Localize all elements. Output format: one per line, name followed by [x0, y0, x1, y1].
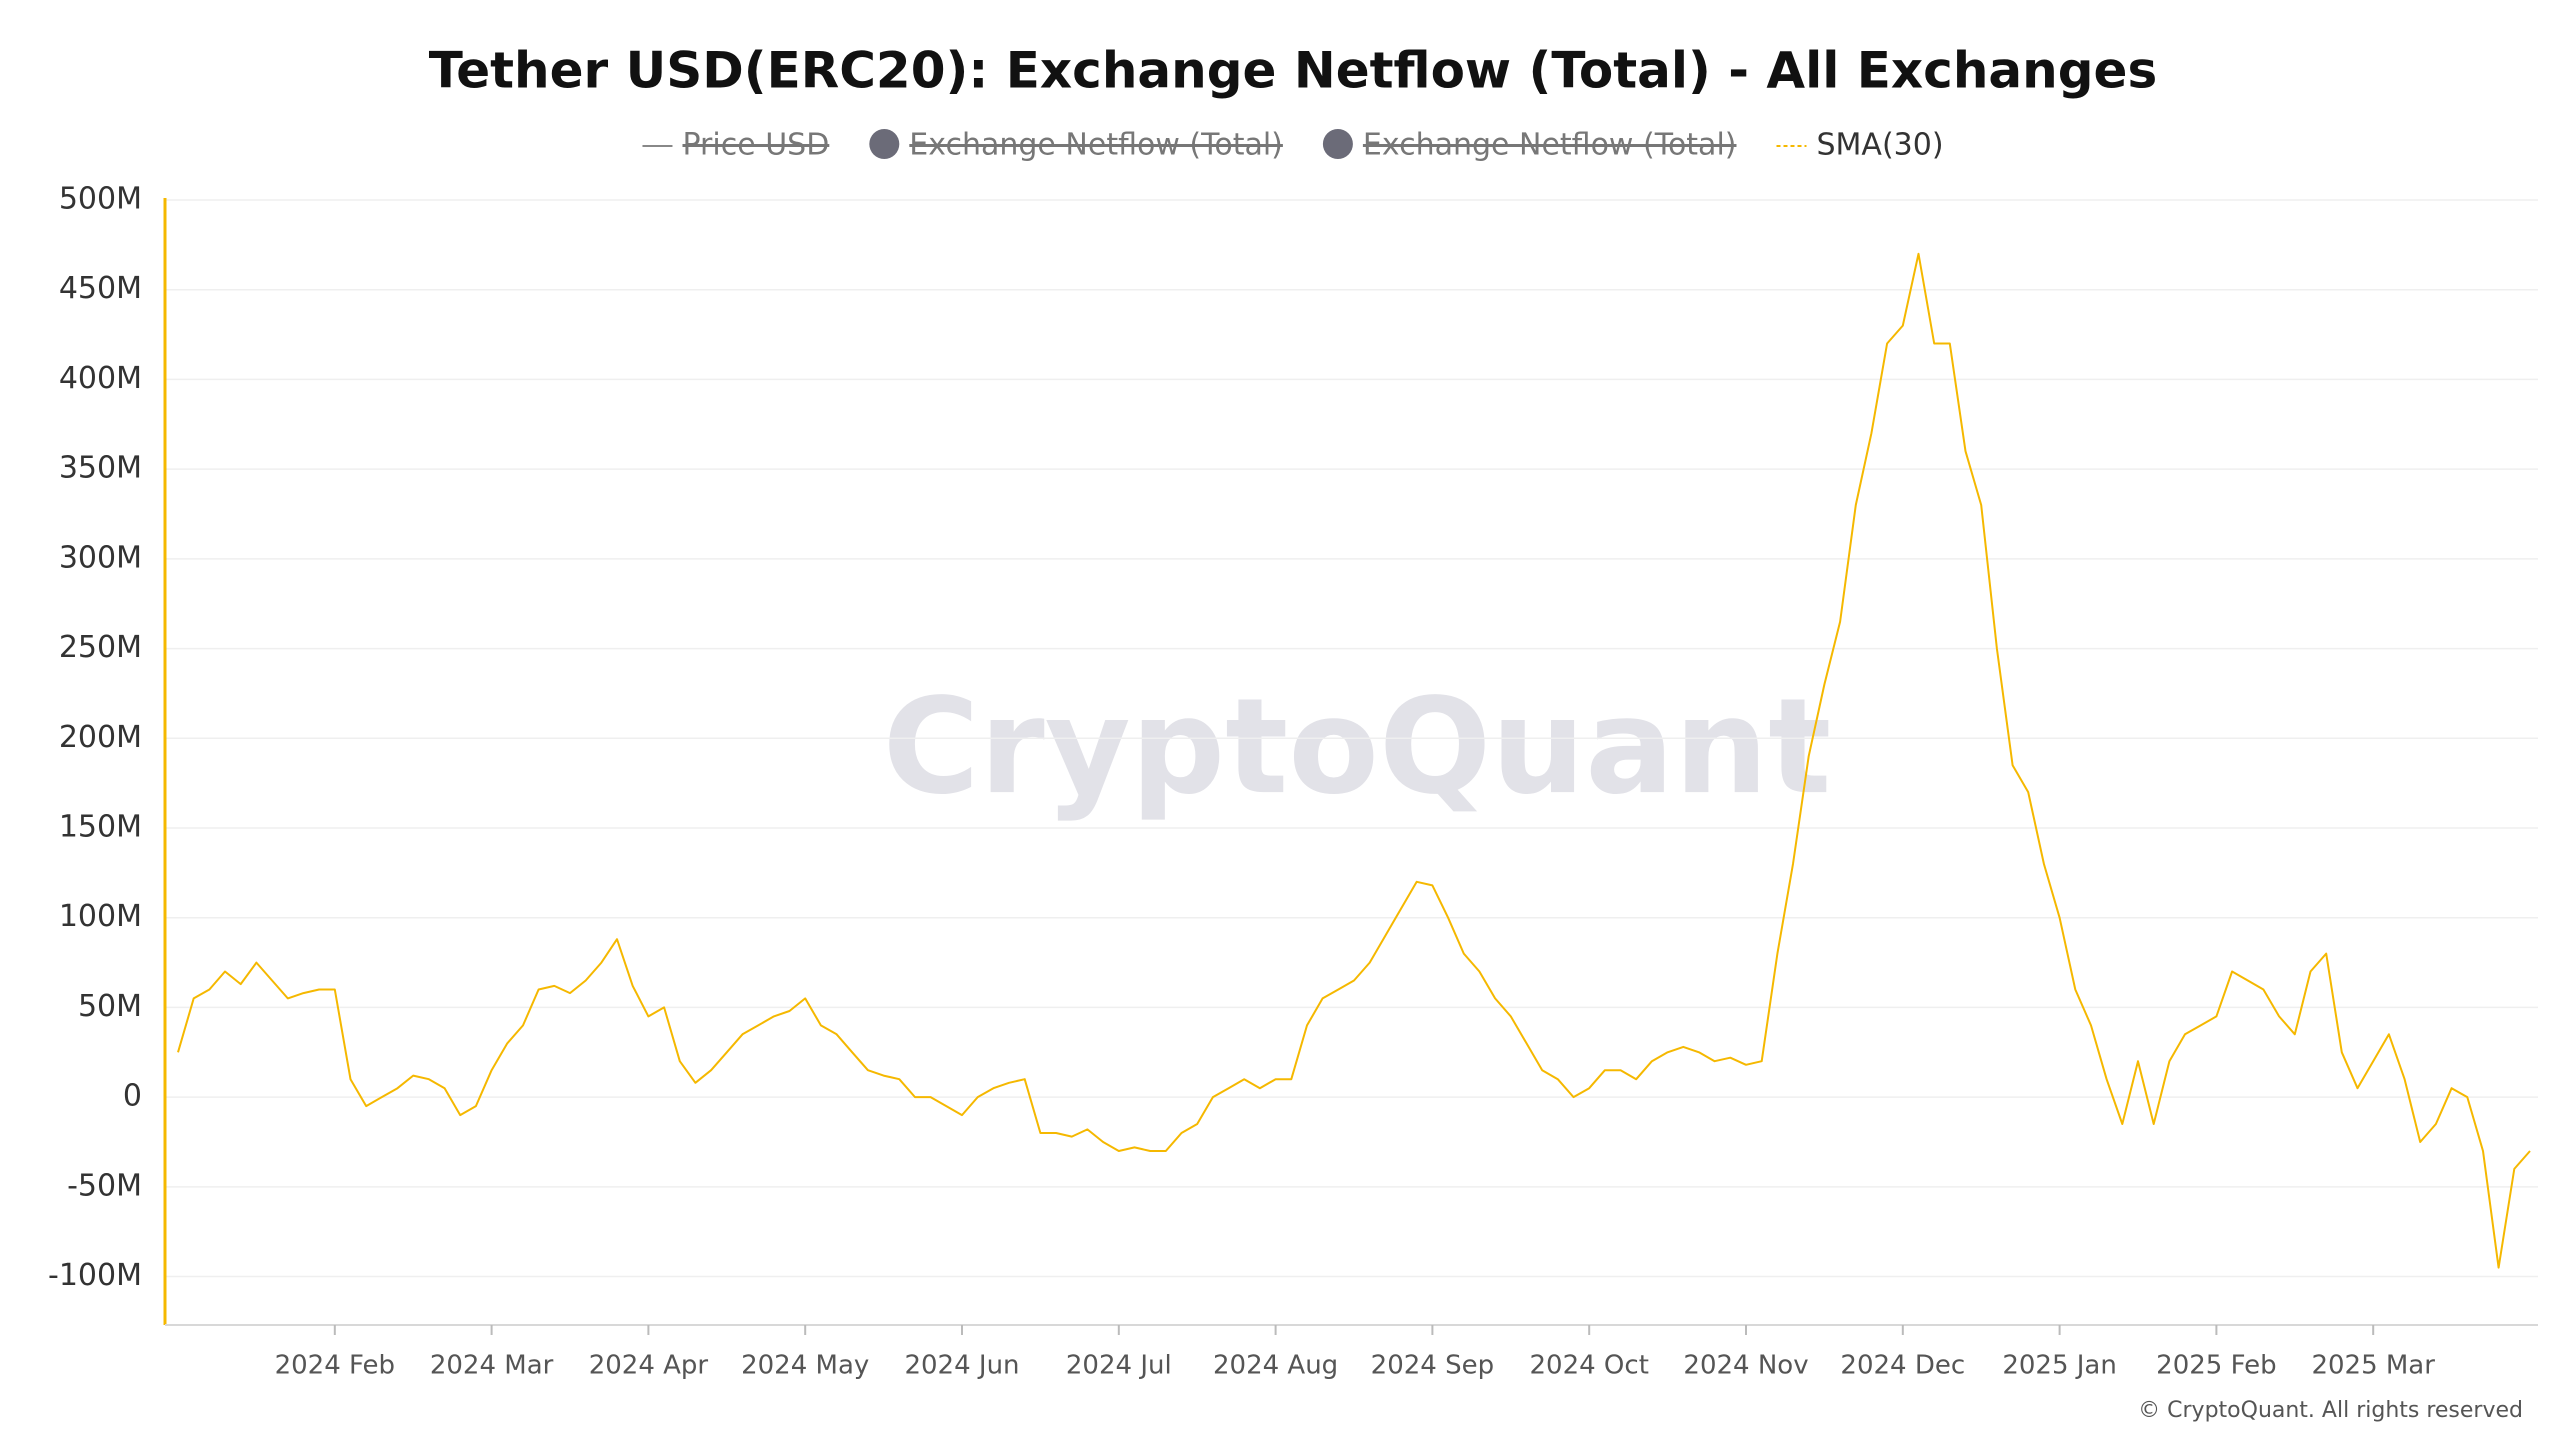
legend-label: SMA(30) [1816, 128, 1943, 163]
x-tick-label: 2025 Jan [2002, 1351, 2117, 1381]
x-tick-label: 2025 Mar [2311, 1351, 2435, 1381]
y-tick-label: 0 [123, 1079, 142, 1114]
x-tick-label: 2024 Aug [1213, 1351, 1338, 1381]
legend: Price USD Exchange Netflow (Total) Exchang… [642, 128, 1944, 163]
legend-label: Exchange Netflow (Total) [909, 128, 1283, 163]
y-tick-label: 350M [59, 451, 142, 486]
x-tick-label: 2024 Sep [1371, 1351, 1494, 1381]
data-line [177, 252, 2531, 1269]
legend-marker [869, 129, 900, 159]
legend-marker [1322, 129, 1353, 159]
y-tick-label: 150M [59, 809, 142, 844]
x-tick-label: 2024 Dec [1840, 1351, 1965, 1381]
watermark: CryptoQuant [883, 670, 1832, 824]
y-tick-label: 100M [59, 899, 142, 934]
x-tick-label: 2024 May [741, 1351, 869, 1381]
chart-title: Tether USD(ERC20): Exchange Netflow (Tot… [429, 42, 2157, 100]
y-tick-label: 400M [59, 361, 142, 396]
y-tick-label: 50M [78, 989, 142, 1024]
copyright: © CryptoQuant. All rights reserved [2138, 1398, 2523, 1423]
x-tick-label: 2024 Jul [1066, 1351, 1172, 1381]
x-tick-label: 2024 Mar [430, 1351, 554, 1381]
y-tick-label: 500M [59, 182, 142, 217]
legend-label: Exchange Netflow (Total) [1363, 128, 1737, 163]
y-tick-label: -50M [67, 1168, 142, 1203]
x-tick-label: 2024 Nov [1683, 1351, 1808, 1381]
legend-label: Price USD [682, 128, 829, 163]
y-tick-label: 450M [59, 271, 142, 306]
y-tick-label: -100M [48, 1258, 142, 1293]
x-tick-label: 2024 Jun [904, 1351, 1019, 1381]
y-tick-label: 200M [59, 720, 142, 755]
x-tick-label: 2024 Oct [1530, 1351, 1649, 1381]
y-tick-label: 250M [59, 630, 142, 665]
x-tick-label: 2025 Feb [2156, 1351, 2276, 1381]
y-tick-label: 300M [59, 540, 142, 575]
x-tick-label: 2024 Apr [589, 1351, 709, 1381]
x-tick-label: 2024 Feb [275, 1351, 395, 1381]
